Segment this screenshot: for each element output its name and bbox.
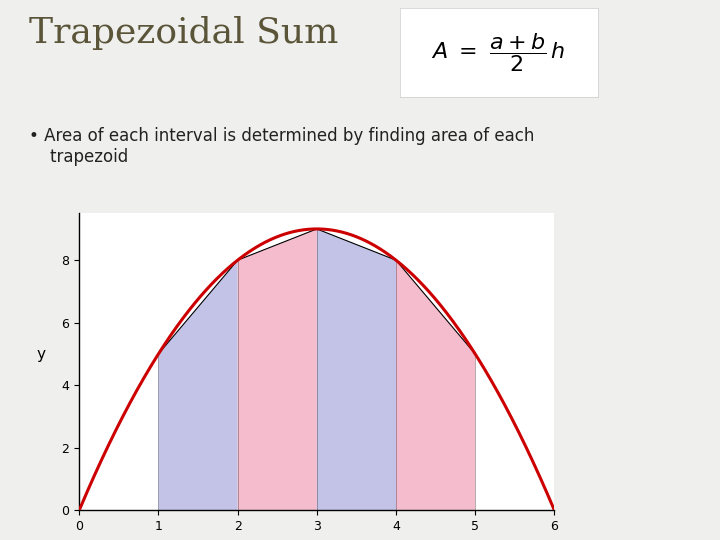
Text: trapezoid: trapezoid (29, 148, 128, 166)
Polygon shape (238, 229, 317, 510)
Polygon shape (158, 260, 238, 510)
Y-axis label: y: y (37, 347, 45, 362)
Polygon shape (396, 260, 475, 510)
Polygon shape (317, 229, 396, 510)
Text: • Area of each interval is determined by finding area of each: • Area of each interval is determined by… (29, 127, 534, 145)
X-axis label: x: x (312, 538, 321, 540)
Text: Trapezoidal Sum: Trapezoidal Sum (29, 16, 338, 50)
Text: $A \ = \ \dfrac{a+b}{2} \, h$: $A \ = \ \dfrac{a+b}{2} \, h$ (431, 31, 566, 74)
